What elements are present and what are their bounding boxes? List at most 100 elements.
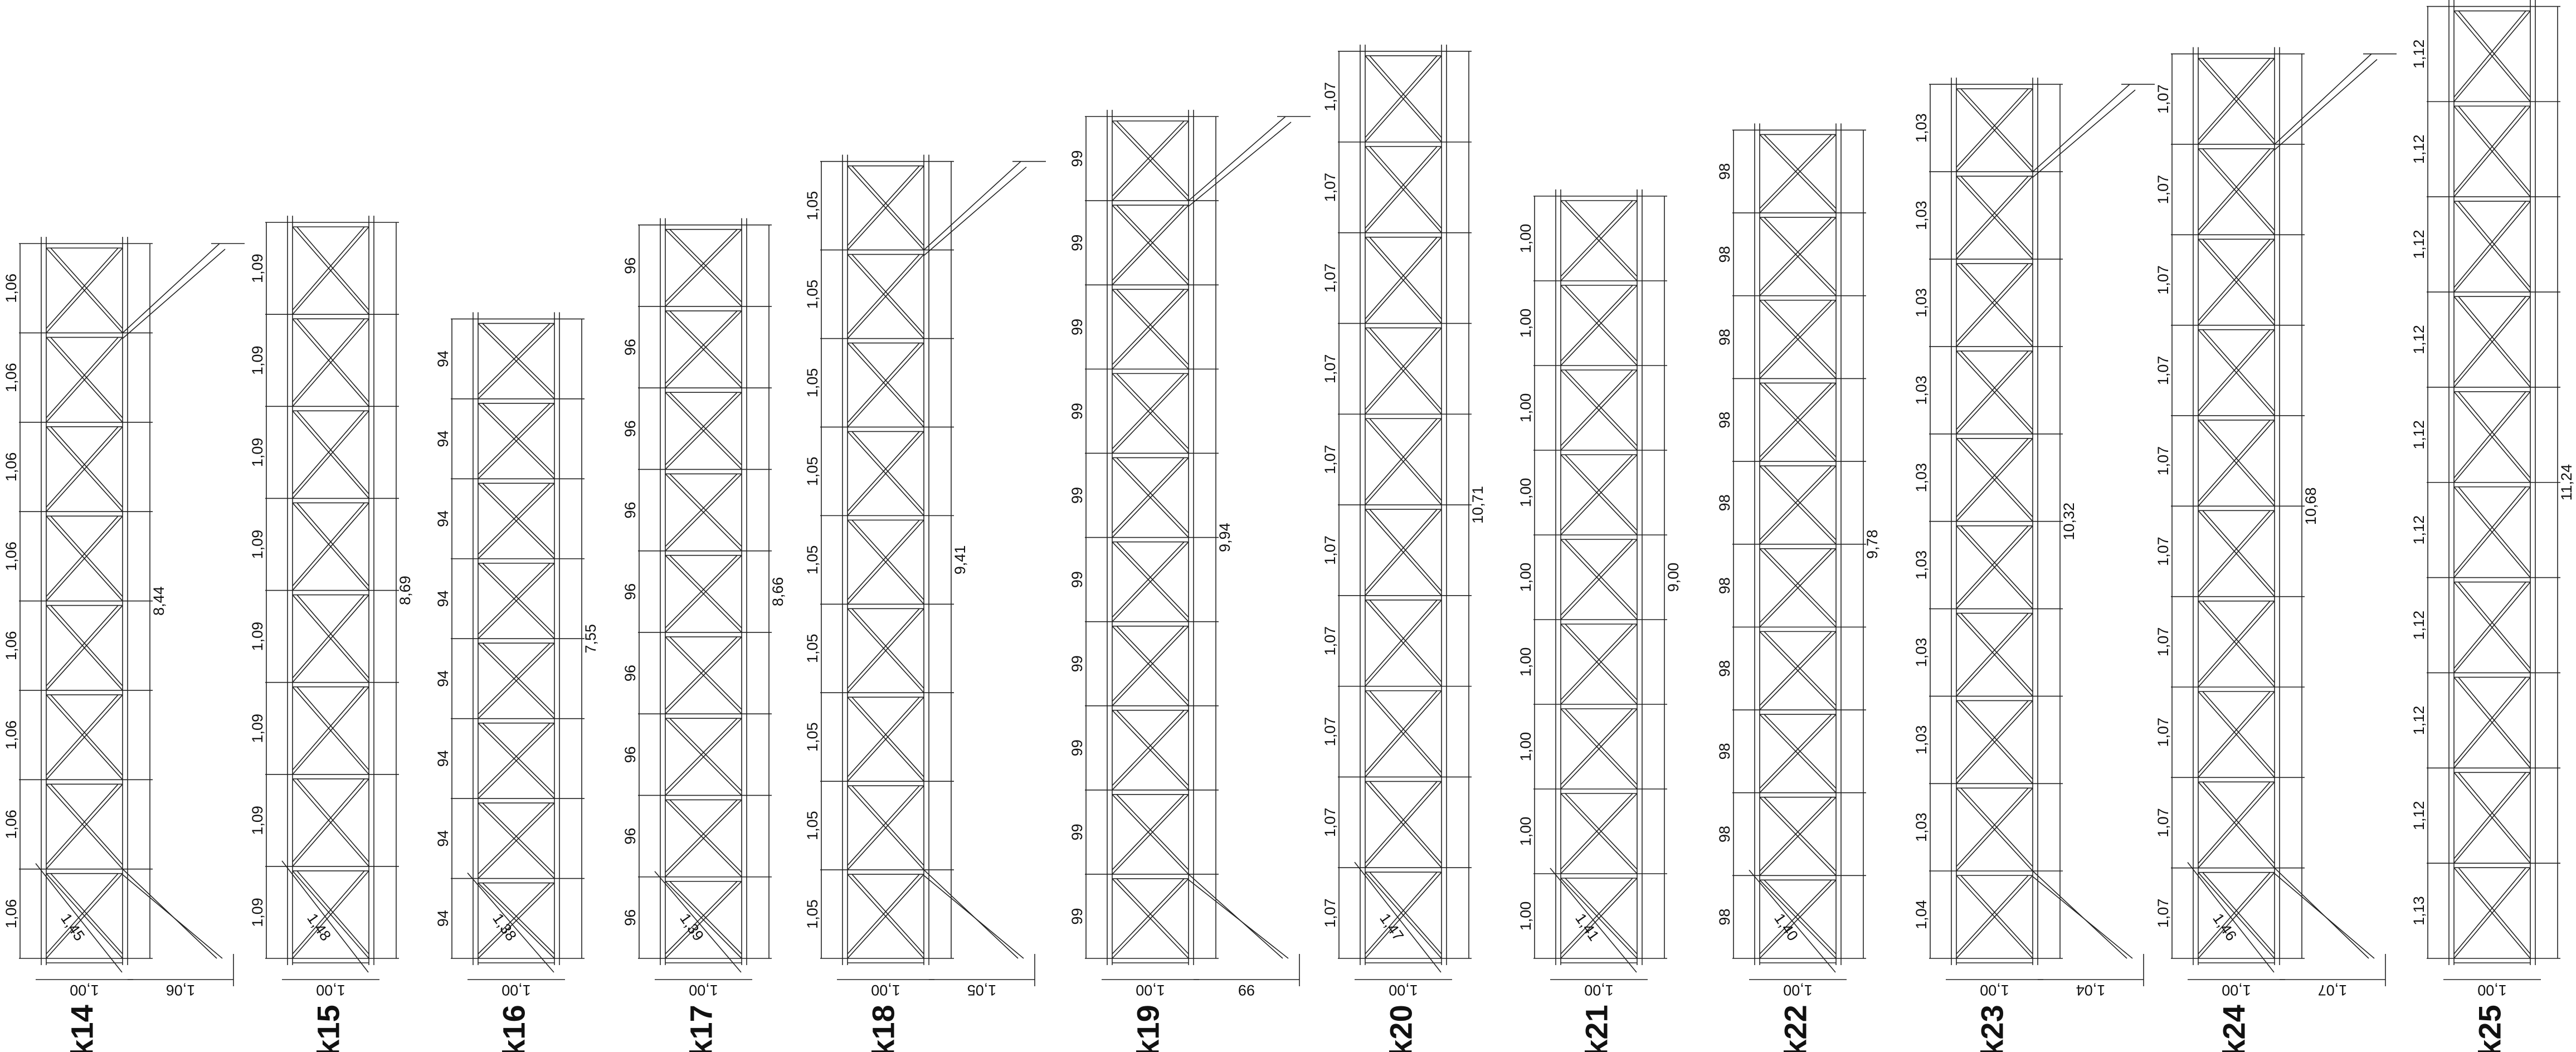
diagonal [1365, 600, 1438, 683]
diagonal [1764, 382, 1837, 457]
diagonal [1365, 146, 1442, 233]
diagonal [2453, 296, 2531, 388]
diagonal [296, 318, 369, 402]
diagonal [851, 608, 924, 689]
diagonal [1956, 438, 2033, 522]
diagonal [1112, 120, 1189, 201]
diagonal [1960, 613, 2033, 692]
diagonal [1764, 300, 1837, 374]
segment-label: 1,00 [1517, 902, 1534, 931]
diagonal [1116, 373, 1189, 450]
diagonal [1365, 871, 1438, 954]
width-label: 1,00 [316, 982, 345, 999]
diagonal [2458, 582, 2531, 669]
segment-label: 1,09 [249, 714, 266, 743]
diagonal [1112, 626, 1185, 702]
segment-label: 1,07 [1322, 898, 1338, 928]
diagonal [1365, 327, 1442, 415]
diagonal [1116, 626, 1189, 702]
brace [923, 167, 1027, 256]
diagonal [2453, 867, 2526, 954]
segment-label: 99 [1069, 824, 1085, 840]
diagonal [1365, 418, 1438, 501]
diagonal-dim [467, 873, 554, 973]
segment-label: 94 [435, 510, 451, 527]
diagonal [665, 392, 738, 466]
diagonal [665, 636, 738, 710]
diagonal [1365, 55, 1442, 143]
diagonal [1365, 55, 1438, 138]
diagonal [1112, 373, 1185, 450]
diagonal [1960, 700, 2033, 780]
diagonal [1956, 350, 2033, 435]
diagonal [847, 785, 924, 870]
segment-label: 1,00 [1517, 647, 1534, 677]
diagonal [2453, 201, 2526, 288]
segment-label: 1,03 [1913, 638, 1930, 668]
segment-label: 99 [1069, 908, 1085, 924]
diagonal [1759, 631, 1832, 706]
diagonal [1764, 631, 1837, 706]
diagonal [665, 881, 742, 959]
diagonal [669, 881, 742, 954]
diagonal [2202, 872, 2275, 954]
diagonal [46, 783, 123, 870]
segment-label: 98 [1716, 246, 1733, 262]
diagonal [1956, 525, 2033, 610]
diagonal [478, 723, 551, 795]
diagonal [478, 403, 551, 475]
brace [122, 249, 226, 339]
diagonal [1764, 879, 1837, 954]
diagonal [1565, 200, 1638, 277]
diagonal [1956, 613, 2033, 697]
diagonal [478, 483, 555, 559]
diagonal [2198, 58, 2271, 140]
total-height: 8,44 [150, 586, 167, 616]
diagonal [2198, 601, 2275, 688]
segment-label: 1,04 [1913, 900, 1930, 929]
segment-label: 1,07 [2155, 85, 2171, 114]
segment-label: 1,07 [2155, 718, 2171, 747]
diagonal [1764, 548, 1837, 623]
diagonal [478, 642, 551, 715]
diagonal [1560, 454, 1638, 535]
diagonal [1956, 700, 2033, 784]
tower-label: k24 [2216, 1005, 2251, 1052]
diagonal [1759, 300, 1832, 374]
diagonal [2458, 772, 2531, 859]
diagonal [46, 783, 119, 865]
diagonal [1960, 350, 2033, 430]
diagonal [1565, 878, 1638, 954]
diagonal [50, 337, 123, 418]
diagonal [1112, 457, 1185, 534]
diagonal [1960, 88, 2033, 168]
segment-label: 1,09 [249, 898, 266, 927]
diagonal [2198, 148, 2275, 235]
diagonal [1956, 613, 2029, 692]
diagonal [1759, 797, 1832, 871]
diagonal [847, 697, 920, 777]
diagonal [292, 318, 369, 407]
diagonal [1764, 797, 1837, 871]
diagonal [478, 723, 555, 799]
diagonal [296, 595, 369, 679]
segment-label: 1,07 [1322, 717, 1338, 747]
diagonal [2198, 510, 2271, 593]
diagonal [478, 483, 551, 555]
diagonal [1116, 878, 1189, 954]
segment-label: 98 [1716, 329, 1733, 345]
diagonal [2453, 486, 2526, 574]
segment-label: 1,07 [2155, 446, 2171, 476]
width-label: 1,00 [1584, 982, 1614, 999]
segment-label: 1,12 [2411, 135, 2427, 164]
diagonal [847, 165, 924, 251]
diagonal [1560, 624, 1638, 705]
segment-label: 1,07 [2155, 356, 2171, 386]
diagonal [1112, 710, 1189, 791]
segment-label: 1,12 [2411, 40, 2427, 69]
diagonal [851, 519, 924, 600]
ladder [2032, 876, 2133, 959]
width-label: 1,00 [1980, 982, 2009, 999]
diagonal [50, 247, 123, 329]
diagonal [1560, 539, 1633, 616]
